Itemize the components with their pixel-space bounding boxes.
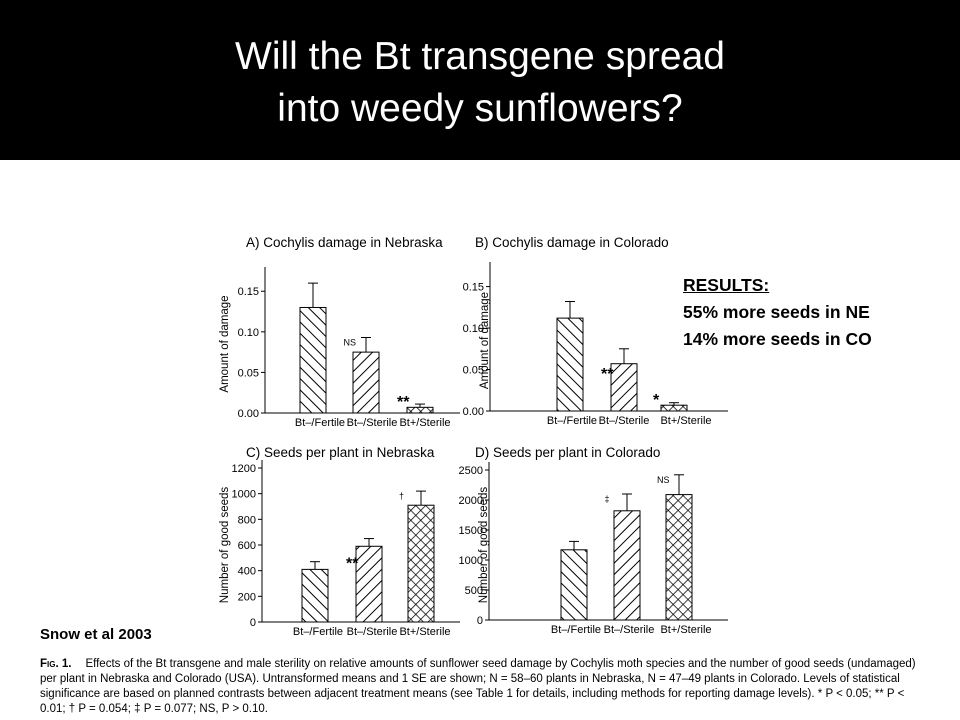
title-bar: Will the Bt transgene spread into weedy … <box>0 0 960 160</box>
panel-c-y-tick-label: 200 <box>238 591 256 603</box>
panel-c-y-label: Number of good seeds <box>219 487 231 604</box>
panel-b-y-tick-label: 0.00 <box>463 406 484 418</box>
panel-b-y-label: Amount of damage <box>479 292 491 389</box>
panel-a-y-tick-label: 0.15 <box>238 286 259 298</box>
panel-a-bar <box>352 351 380 414</box>
panel-d-significance-mark: ‡ <box>605 494 610 504</box>
panel-a-y-tick-label: 0.10 <box>238 327 259 339</box>
panel-b-x-tick-label: Bt–/Fertile <box>547 415 597 427</box>
panel-d-y-tick-label: 500 <box>465 585 483 597</box>
caption-text: Effects of the Bt transgene and male ste… <box>40 658 916 715</box>
panel-b-bar <box>610 363 638 412</box>
panel-a-y-tick-label: 0.00 <box>238 408 259 420</box>
panel-b-significance-mark: * <box>653 392 660 409</box>
panel-d-y-tick-label: 2000 <box>459 495 483 507</box>
panel-a-significance-mark: NS <box>344 338 357 348</box>
panel-c-title: C) Seeds per plant in Nebraska <box>246 445 435 460</box>
panel-d-significance-mark: NS <box>657 475 670 485</box>
figure-caption: Fig. 1. Effects of the Bt transgene and m… <box>40 657 925 717</box>
panel-d-x-tick-label: Bt+/Sterile <box>660 624 711 636</box>
panel-c-y-tick-label: 1000 <box>232 489 256 501</box>
panel-b-bar <box>556 317 584 412</box>
panel-c-significance-mark: † <box>399 491 404 501</box>
panel-c-significance-mark: ** <box>346 556 359 573</box>
results-line-co: 14% more seeds in CO <box>683 329 872 349</box>
panel-d-bar <box>560 549 588 621</box>
panel-c-y-tick-label: 600 <box>238 540 256 552</box>
panel-d-x-tick-label: Bt–/Sterile <box>604 624 655 636</box>
panel-c-y-tick-label: 800 <box>238 514 256 526</box>
panel-a-x-tick-label: Bt–/Sterile <box>347 417 398 429</box>
panel-b-y-tick-label: 0.10 <box>463 323 484 335</box>
panel-c-bar <box>407 504 435 623</box>
panel-b-bar <box>660 404 688 412</box>
panel-c-y-tick-label: 0 <box>250 617 256 629</box>
panel-d-y-label: Number of good seeds <box>478 487 490 604</box>
panel-d-bar <box>613 510 641 621</box>
panel-b-y-tick-label: 0.15 <box>463 282 484 294</box>
panel-d-y-tick-label: 0 <box>477 615 483 627</box>
panel-d-y-tick-label: 1500 <box>459 525 483 537</box>
panel-b-title: B) Cochylis damage in Colorado <box>475 235 669 250</box>
panel-c-x-tick-label: Bt+/Sterile <box>399 626 450 638</box>
results-heading: RESULTS: <box>683 275 770 295</box>
panel-c-y-tick-label: 400 <box>238 566 256 578</box>
panel-a-y-label: Amount of damage <box>219 295 231 392</box>
panel-c-x-tick-label: Bt–/Fertile <box>293 626 343 638</box>
caption-label: Fig. 1. <box>40 658 72 670</box>
panel-a-x-tick-label: Bt–/Fertile <box>295 417 345 429</box>
panel-b-x-tick-label: Bt–/Sterile <box>599 415 650 427</box>
panel-d-y-tick-label: 1000 <box>459 555 483 567</box>
panel-c-bar <box>301 568 329 623</box>
panel-c-y-tick-label: 1200 <box>232 463 256 475</box>
panel-d-x-tick-label: Bt–/Fertile <box>551 624 601 636</box>
panel-d-title: D) Seeds per plant in Colorado <box>475 445 660 460</box>
panel-d-y-tick-label: 2500 <box>459 465 483 477</box>
panel-a-title: A) Cochylis damage in Nebraska <box>246 235 443 250</box>
citation: Snow et al 2003 <box>40 626 152 643</box>
panel-a-bar <box>406 406 434 414</box>
results-line-ne: 55% more seeds in NE <box>683 302 870 322</box>
results-box: RESULTS: 55% more seeds in NE 14% more s… <box>683 272 872 353</box>
slide-title-line-1: Will the Bt transgene spread <box>235 35 725 78</box>
panel-a-y-tick-label: 0.05 <box>238 367 259 379</box>
panel-b-x-tick-label: Bt+/Sterile <box>660 415 711 427</box>
panel-b-significance-mark: ** <box>601 366 614 383</box>
panel-a-bar <box>299 306 327 414</box>
panel-c-x-tick-label: Bt–/Sterile <box>347 626 398 638</box>
panel-a-significance-mark: ** <box>397 394 410 411</box>
slide-title-line-2: into weedy sunflowers? <box>277 87 683 130</box>
panel-a-x-tick-label: Bt+/Sterile <box>399 417 450 429</box>
panel-b-y-tick-label: 0.05 <box>463 365 484 377</box>
panel-d-bar <box>665 494 693 621</box>
panel-c-bar <box>355 545 383 623</box>
